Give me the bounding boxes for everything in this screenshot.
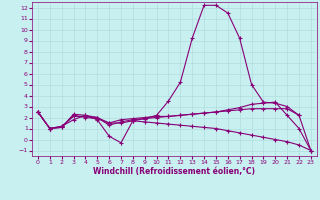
X-axis label: Windchill (Refroidissement éolien,°C): Windchill (Refroidissement éolien,°C) (93, 167, 255, 176)
